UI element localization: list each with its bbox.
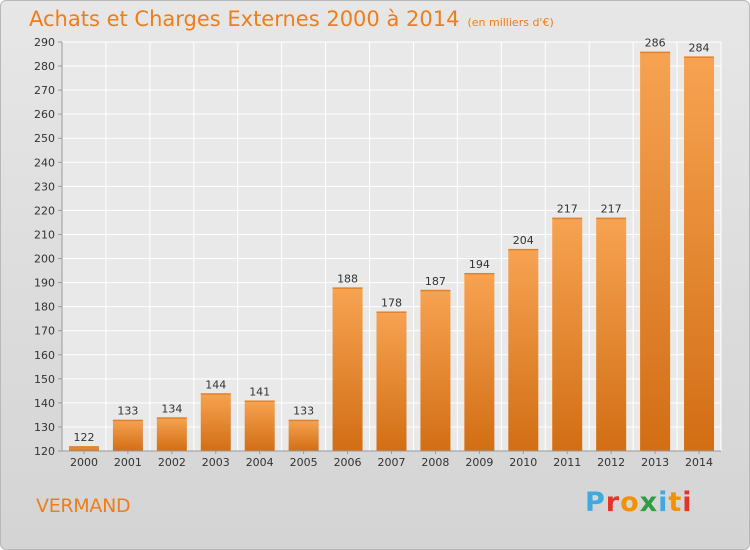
data-label: 134 bbox=[161, 402, 182, 415]
logo-letter: x bbox=[639, 487, 659, 518]
logo-letter: t bbox=[668, 487, 683, 518]
bar bbox=[112, 419, 143, 451]
bar-top-edge bbox=[288, 419, 319, 422]
bar bbox=[200, 393, 231, 451]
bar bbox=[640, 51, 671, 451]
y-tick-label: 240 bbox=[34, 156, 55, 169]
data-label: 141 bbox=[249, 385, 270, 398]
bar-top-edge bbox=[332, 287, 363, 289]
bar-top-edge bbox=[684, 56, 715, 58]
bar-top-edge bbox=[420, 289, 451, 292]
data-label: 286 bbox=[645, 37, 666, 50]
logo-letter: o bbox=[620, 487, 640, 518]
chart-title: Achats et Charges Externes 2000 à 2014 bbox=[29, 7, 460, 31]
bar-top-edge bbox=[68, 446, 99, 448]
y-tick-label: 230 bbox=[34, 180, 55, 193]
data-label: 178 bbox=[381, 296, 402, 309]
x-tick-label: 2007 bbox=[378, 456, 406, 469]
x-tick-label: 2008 bbox=[421, 456, 449, 469]
y-tick-label: 140 bbox=[34, 397, 55, 410]
logo-letter: i bbox=[658, 487, 669, 518]
bar-top-edge bbox=[552, 217, 583, 220]
bar-top-edge bbox=[640, 51, 671, 54]
data-label: 188 bbox=[337, 272, 358, 285]
y-tick-label: 270 bbox=[34, 84, 55, 97]
y-tick-label: 120 bbox=[34, 445, 55, 458]
chart-subtitle: (en milliers d'€) bbox=[467, 16, 554, 29]
x-tick-label: 2014 bbox=[685, 456, 713, 469]
x-tick-label: 2009 bbox=[465, 456, 493, 469]
bar-top-edge bbox=[508, 248, 539, 251]
logo-letter: r bbox=[605, 487, 621, 518]
y-tick-label: 260 bbox=[34, 108, 55, 121]
data-label: 194 bbox=[469, 258, 490, 271]
x-tick-label: 2004 bbox=[246, 456, 274, 469]
y-tick-label: 220 bbox=[34, 204, 55, 217]
bar-top-edge bbox=[200, 393, 231, 395]
data-label: 133 bbox=[117, 405, 138, 418]
bar bbox=[288, 419, 319, 451]
x-tick-label: 2003 bbox=[202, 456, 230, 469]
bar-top-edge bbox=[156, 417, 187, 419]
bars bbox=[68, 51, 715, 451]
bar bbox=[68, 446, 99, 451]
data-label: 144 bbox=[205, 378, 226, 391]
data-label: 122 bbox=[73, 431, 94, 444]
x-tick-label: 2011 bbox=[553, 456, 581, 469]
bar-top-edge bbox=[244, 400, 275, 402]
logo-letter: P bbox=[585, 487, 606, 518]
logo-letter: i bbox=[682, 487, 693, 518]
x-tick-label: 2010 bbox=[509, 456, 537, 469]
data-label: 217 bbox=[601, 203, 622, 216]
bar bbox=[332, 287, 363, 451]
chart-title-block: Achats et Charges Externes 2000 à 2014 (e… bbox=[29, 7, 554, 31]
y-tick-label: 180 bbox=[34, 301, 55, 314]
data-label: 217 bbox=[557, 203, 578, 216]
x-tick-label: 2006 bbox=[334, 456, 362, 469]
data-label: 284 bbox=[689, 41, 710, 54]
x-tick-label: 2013 bbox=[641, 456, 669, 469]
y-tick-label: 190 bbox=[34, 277, 55, 290]
bar-top-edge bbox=[376, 311, 407, 313]
y-tick-label: 250 bbox=[34, 132, 55, 145]
x-tick-label: 2012 bbox=[597, 456, 625, 469]
y-tick-label: 200 bbox=[34, 253, 55, 266]
bar bbox=[464, 272, 495, 451]
data-label: 187 bbox=[425, 275, 446, 288]
bar bbox=[376, 311, 407, 451]
data-label: 204 bbox=[513, 234, 534, 247]
x-tick-label: 2002 bbox=[158, 456, 186, 469]
bar bbox=[420, 289, 451, 451]
y-tick-label: 280 bbox=[34, 60, 55, 73]
bar bbox=[552, 217, 583, 451]
proxiti-logo: Proxiti bbox=[585, 487, 693, 518]
bar-top-edge bbox=[112, 419, 143, 422]
x-tick-label: 2001 bbox=[114, 456, 142, 469]
bar-top-edge bbox=[464, 272, 495, 275]
y-tick-label: 150 bbox=[34, 373, 55, 386]
bar bbox=[684, 56, 715, 451]
y-tick-label: 290 bbox=[34, 36, 55, 49]
y-tick-label: 210 bbox=[34, 228, 55, 241]
x-tick-label: 2005 bbox=[290, 456, 318, 469]
commune-name: VERMAND bbox=[36, 495, 131, 517]
y-tick-label: 130 bbox=[34, 421, 55, 434]
y-tick-label: 170 bbox=[34, 325, 55, 338]
bar bbox=[156, 417, 187, 451]
labels: 122 2000 133 2001 134 2002 144 2003 141 2004 133 20… bbox=[70, 37, 713, 469]
bar-top-edge bbox=[596, 217, 627, 220]
bar bbox=[596, 217, 627, 451]
y-tick-label: 160 bbox=[34, 349, 55, 362]
data-label: 133 bbox=[293, 405, 314, 418]
bar bbox=[508, 248, 539, 451]
x-tick-label: 2000 bbox=[70, 456, 98, 469]
axes: 120 130 140 150 160 170 180 190 200 210 220 230 240 2… bbox=[34, 36, 721, 458]
bar bbox=[244, 400, 275, 451]
